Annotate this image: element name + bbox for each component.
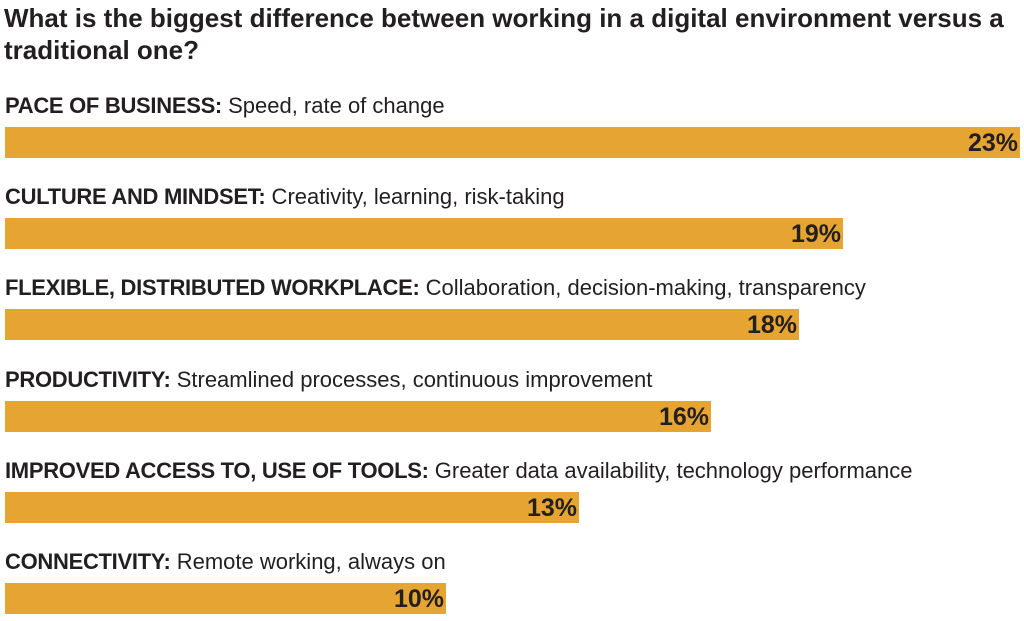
bar: 18% [5, 309, 799, 341]
bar: 13% [5, 491, 579, 523]
category-label: FLEXIBLE, DISTRIBUTED WORKPLACE: Collabo… [5, 274, 866, 302]
chart-title: What is the biggest difference between w… [4, 3, 1004, 65]
data-label: 10% [393, 585, 444, 613]
bar: 19% [5, 218, 843, 250]
data-label: 18% [746, 311, 797, 340]
bar-chart: PACE OF BUSINESS: Speed, rate of change 2… [0, 92, 1024, 621]
data-label: 19% [790, 220, 841, 249]
category-description: Streamlined processes, continuous improv… [170, 366, 653, 392]
category-label: PACE OF BUSINESS: Speed, rate of change [5, 92, 445, 120]
bar: 23% [5, 127, 1020, 158]
category-description: Speed, rate of change [221, 93, 445, 118]
category-label: CULTURE AND MINDSET: Creativity, learnin… [5, 183, 565, 211]
category-description: Creativity, learning, risk-taking [265, 184, 565, 210]
category-label: CONNECTIVITY: Remote working, always on [5, 548, 446, 576]
data-label: 16% [658, 402, 709, 431]
category-description: Collaboration, decision-making, transpar… [419, 275, 866, 301]
category-name: CULTURE AND MINDSET: [5, 184, 266, 210]
category-description: Remote working, always on [170, 549, 446, 574]
category-name: PACE OF BUSINESS: [5, 93, 222, 118]
category-label: PRODUCTIVITY: Streamlined processes, con… [5, 366, 652, 394]
category-label: IMPROVED ACCESS TO, USE OF TOOLS: Greate… [5, 457, 913, 485]
bar: 10% [5, 583, 446, 614]
category-name: IMPROVED ACCESS TO, USE OF TOOLS: [5, 457, 429, 483]
data-label: 13% [526, 493, 577, 522]
data-label: 23% [967, 129, 1018, 157]
category-description: Greater data availability, technology pe… [428, 457, 913, 483]
category-name: CONNECTIVITY: [5, 549, 171, 574]
category-name: PRODUCTIVITY: [5, 366, 171, 392]
category-name: FLEXIBLE, DISTRIBUTED WORKPLACE: [5, 275, 420, 301]
bar: 16% [5, 400, 711, 432]
